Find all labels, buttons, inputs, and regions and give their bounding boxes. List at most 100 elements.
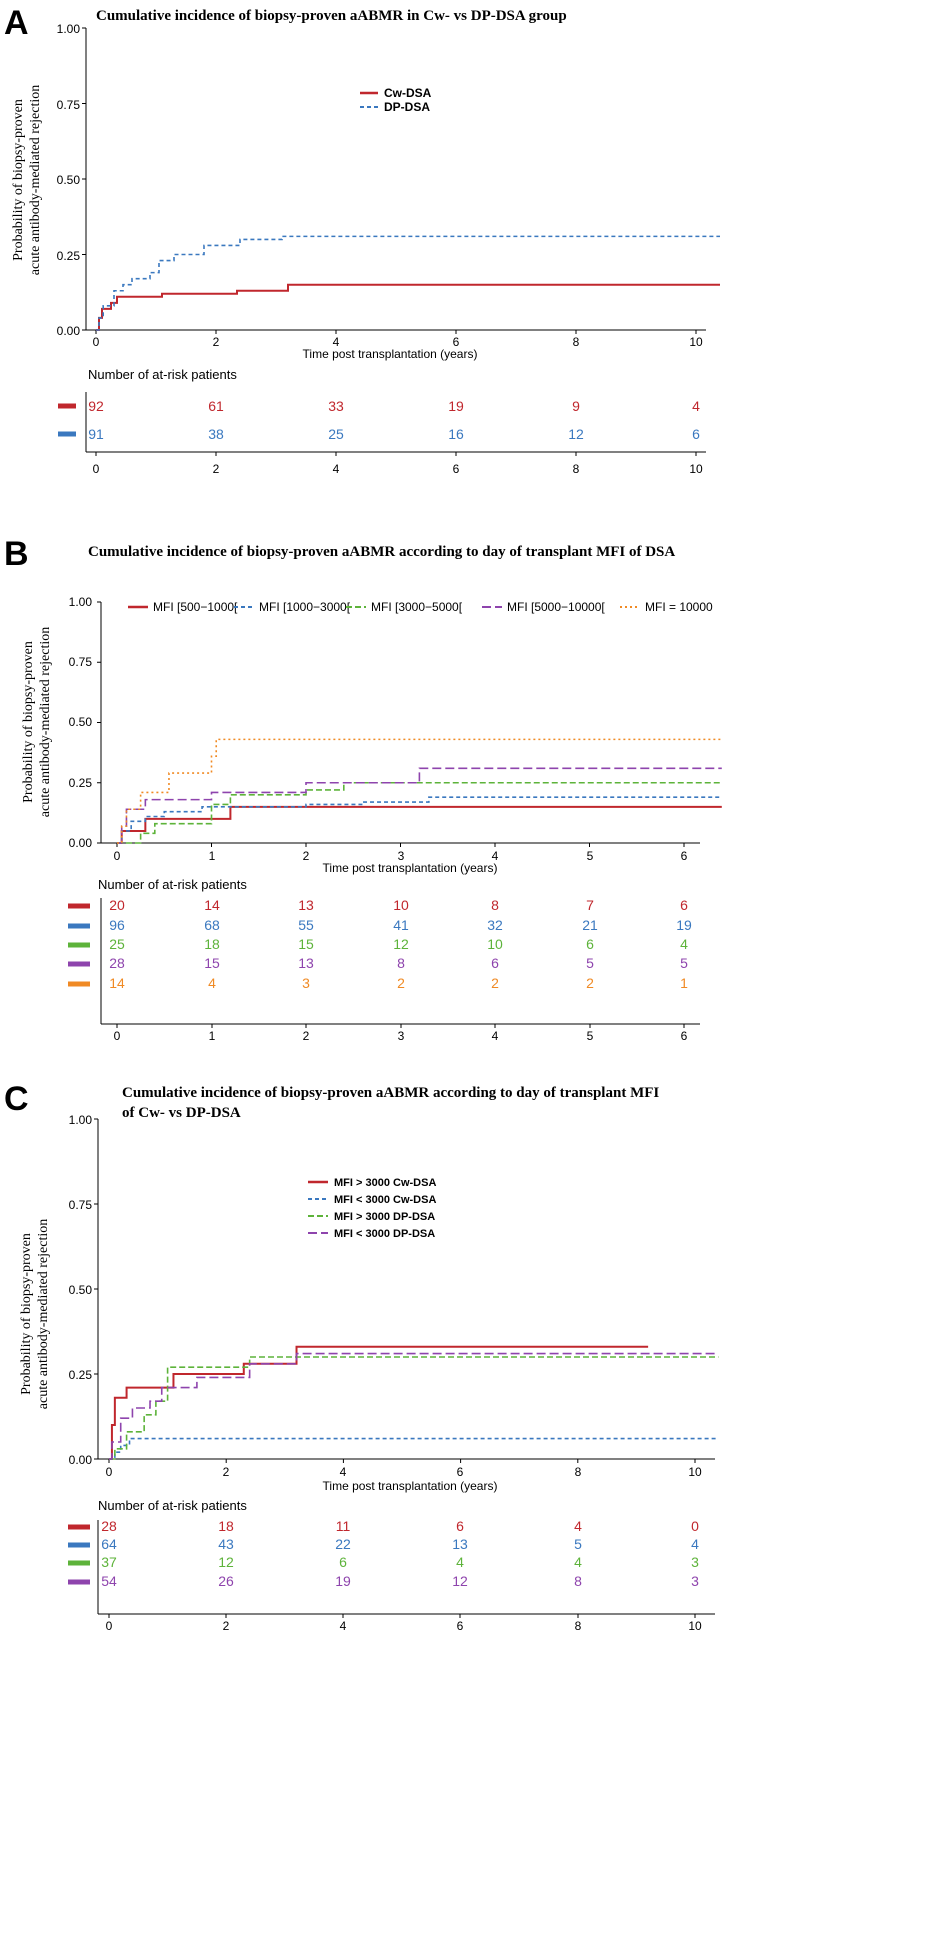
legend-label: DP-DSA (384, 100, 430, 114)
y-axis-label-b-2: acute antibody-mediated rejection (38, 627, 53, 817)
chart-title-c: Cumulative incidence of biopsy-proven aA… (122, 1085, 659, 1101)
risk-count: 6 (491, 955, 499, 971)
x-tick-label: 4 (333, 335, 340, 349)
x-tick-label: 1 (209, 1029, 216, 1043)
y-tick-label: 0.50 (69, 715, 93, 729)
series-line (109, 1437, 719, 1460)
x-tick-label: 10 (689, 462, 703, 476)
series-line (109, 1352, 719, 1460)
risk-count: 3 (691, 1554, 699, 1570)
x-tick-label: 2 (303, 1029, 310, 1043)
risk-count: 6 (456, 1518, 464, 1534)
risk-count: 4 (456, 1554, 464, 1570)
y-tick-label: 1.00 (69, 1113, 93, 1127)
risk-count: 14 (204, 897, 220, 913)
plot-area (94, 1118, 719, 1463)
y-tick-label: 0.25 (69, 776, 93, 790)
x-tick-label: 4 (333, 462, 340, 476)
risk-count: 13 (298, 897, 314, 913)
x-axis-label-b: Time post transplantation (years) (323, 861, 498, 875)
risk-count: 0 (691, 1518, 699, 1534)
risk-count: 11 (336, 1518, 351, 1534)
series-line (117, 805, 722, 844)
x-tick-label: 6 (453, 335, 460, 349)
risk-count: 54 (101, 1573, 117, 1589)
risk-count: 9 (572, 398, 580, 414)
risk-count: 8 (397, 955, 405, 971)
risk-count: 5 (574, 1536, 582, 1552)
y-tick-label: 0.75 (57, 98, 81, 112)
risk-count: 33 (328, 398, 344, 414)
risk-count: 5 (586, 955, 594, 971)
x-tick-label: 1 (209, 849, 216, 863)
x-tick-label: 0 (106, 1619, 113, 1633)
legend-label: MFI > 3000 DP-DSA (334, 1211, 435, 1223)
risk-count: 28 (109, 955, 125, 971)
risk-count: 1 (680, 975, 688, 991)
risk-count: 6 (586, 936, 594, 952)
risk-count: 2 (397, 975, 405, 991)
series-line (96, 235, 720, 331)
risk-count: 55 (298, 917, 314, 933)
y-tick-label: 1.00 (69, 595, 93, 609)
risk-count: 15 (204, 955, 220, 971)
x-tick-label: 2 (223, 1619, 230, 1633)
x-tick-label: 6 (457, 1465, 464, 1479)
y-axis-label-a-2: acute antibody-mediated rejection (28, 85, 43, 275)
risk-count: 12 (568, 426, 584, 442)
y-tick-label: 1.00 (57, 22, 81, 36)
risk-count: 18 (218, 1518, 234, 1534)
x-tick-label: 8 (575, 1619, 582, 1633)
x-tick-label: 4 (492, 1029, 499, 1043)
risk-count: 15 (298, 936, 314, 952)
risk-table-title-a: Number of at-risk patients (88, 367, 237, 382)
x-tick-label: 3 (398, 849, 405, 863)
risk-count: 26 (218, 1573, 234, 1589)
legend-label: MFI > 3000 Cw-DSA (334, 1177, 436, 1189)
x-tick-label: 3 (398, 1029, 405, 1043)
y-axis-label-b-1: Probability of biopsy-proven (21, 641, 36, 803)
plot-area (97, 601, 722, 847)
risk-table-title-c: Number of at-risk patients (98, 1498, 247, 1513)
risk-count: 96 (109, 917, 125, 933)
y-tick-label: 0.50 (57, 173, 81, 187)
risk-count: 6 (339, 1554, 347, 1570)
y-tick-label: 0.00 (69, 1453, 93, 1467)
legend-label: MFI < 3000 Cw-DSA (334, 1194, 436, 1206)
risk-count: 19 (676, 917, 692, 933)
panel-a: A Cumulative incidence of biopsy-proven … (4, 4, 720, 476)
panel-label-b: B (4, 535, 29, 573)
x-ticks-b: 0 1 2 3 4 5 6 (114, 849, 688, 863)
y-tick-label: 0.25 (69, 1368, 93, 1382)
x-tick-label: 2 (213, 335, 220, 349)
risk-count: 43 (218, 1536, 234, 1552)
risk-count: 10 (487, 936, 503, 952)
x-tick-label: 2 (303, 849, 310, 863)
x-tick-label: 0 (93, 335, 100, 349)
x-tick-label: 4 (340, 1465, 347, 1479)
risk-x-ticks-c: 0 2 4 6 8 10 (106, 1619, 702, 1633)
risk-count: 19 (335, 1573, 351, 1589)
x-tick-label: 5 (587, 1029, 594, 1043)
risk-count: 37 (101, 1554, 117, 1570)
x-tick-label: 8 (575, 1465, 582, 1479)
series-line (117, 781, 722, 844)
x-tick-label: 0 (106, 1465, 113, 1479)
risk-count: 19 (448, 398, 464, 414)
panel-label-c: C (4, 1080, 29, 1118)
risk-count: 61 (208, 398, 224, 414)
risk-count: 12 (452, 1573, 468, 1589)
chart-title-a: Cumulative incidence of biopsy-proven aA… (96, 8, 567, 24)
series-line (117, 796, 722, 844)
risk-count: 38 (208, 426, 224, 442)
risk-count: 5 (680, 955, 688, 971)
risk-count: 7 (586, 897, 594, 913)
y-tick-label: 0.00 (57, 324, 81, 338)
panel-label-a: A (4, 4, 29, 42)
risk-count: 4 (574, 1554, 582, 1570)
risk-count: 14 (109, 975, 125, 991)
plot-area (82, 27, 720, 334)
x-tick-label: 2 (213, 462, 220, 476)
y-axis-label-c-2: acute antibody-mediated rejection (36, 1219, 51, 1409)
